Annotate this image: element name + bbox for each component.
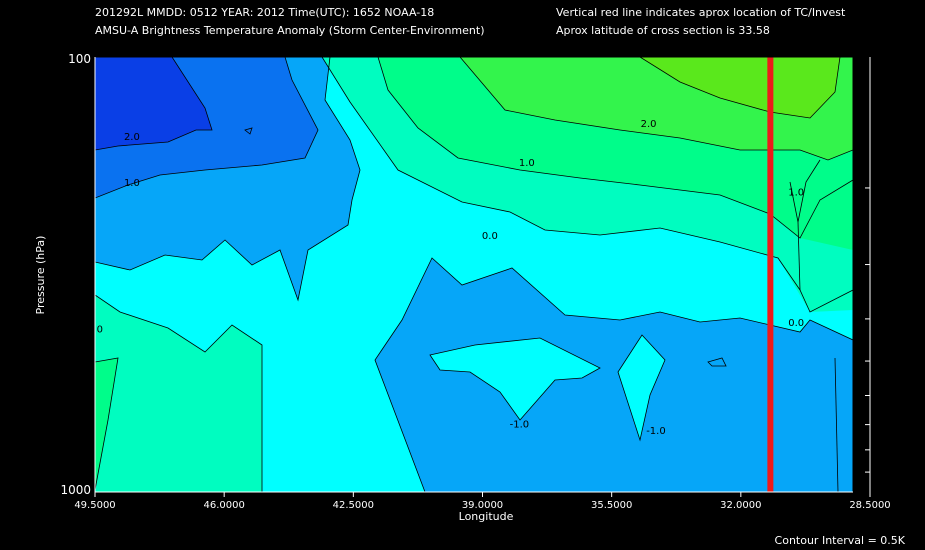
contour-line [244,127,253,135]
field-near-zero-low-spike [618,335,665,440]
axes: 49.5000 46.0000 42.5000 39.0000 35.5000 32.00… [60,52,890,511]
right-axis-ticks [865,187,870,473]
x-tick-label: 39.0000 [462,500,503,511]
contour-lines [95,57,853,492]
header-note-tc-line: Vertical red line indicates aprox locati… [556,6,846,19]
contour-line [95,57,361,302]
x-axis-ticks: 49.5000 46.0000 42.5000 39.0000 35.5000 32.00… [74,492,891,511]
contour-line [374,257,853,492]
contour-label: 1.0 [788,187,804,198]
header-line-1: 201292L MMDD: 0512 YEAR: 2012 Time(UTC):… [95,6,435,19]
contour-line [797,221,801,291]
x-tick-label: 32.0000 [720,500,761,511]
contour-interval-note: Contour Interval = 0.5K [775,534,906,547]
contour-line [834,357,839,492]
contour-line [95,357,119,491]
x-tick-label: 35.5000 [591,500,632,511]
y-axis-title: Pressure (hPa) [34,236,47,315]
contour-line [459,57,853,161]
x-tick-label: 28.5000 [849,500,890,511]
contour-line [707,357,727,367]
header-note-latitude: Aprox latitude of cross section is 33.58 [556,24,770,37]
contour-label: 2.0 [124,132,140,143]
contour-label: 0.0 [788,318,804,329]
contour-line [95,57,319,199]
x-axis-title: Longitude [459,510,514,523]
contour-label: -1.0 [646,426,666,437]
contour-label: 0.0 [482,231,498,242]
field-positive-tc-sliver [790,158,820,222]
y-tick-label: 100 [68,52,91,66]
y-tick-label: 1000 [60,483,91,497]
contour-line [95,57,213,151]
contour-label: 2.0 [641,119,657,130]
field-strong-negative-west [95,57,212,150]
field-slight-negative-east-edge [835,342,853,492]
y-axis-ticks: 100 1000 [60,52,91,497]
field-slight-negative-low [375,258,853,492]
x-tick-label: 49.5000 [74,500,115,511]
contour-line [95,294,263,492]
contour-label: -1.0 [510,419,530,430]
contour-line [377,57,853,239]
field-slight-positive-west [95,295,262,492]
x-tick-label: 42.5000 [333,500,374,511]
contour-line [789,159,821,223]
contour-line [429,337,601,421]
field-max-positive-east [640,57,840,118]
contour-label: 1.0 [519,158,535,169]
contour-line [617,334,666,442]
header-line-2: AMSU-A Brightness Temperature Anomaly (S… [95,24,485,37]
x-tick-label: 46.0000 [203,500,244,511]
contour-label: 1.0 [124,178,140,189]
field-near-zero-low-island [430,338,600,420]
contour-fills [95,57,853,492]
